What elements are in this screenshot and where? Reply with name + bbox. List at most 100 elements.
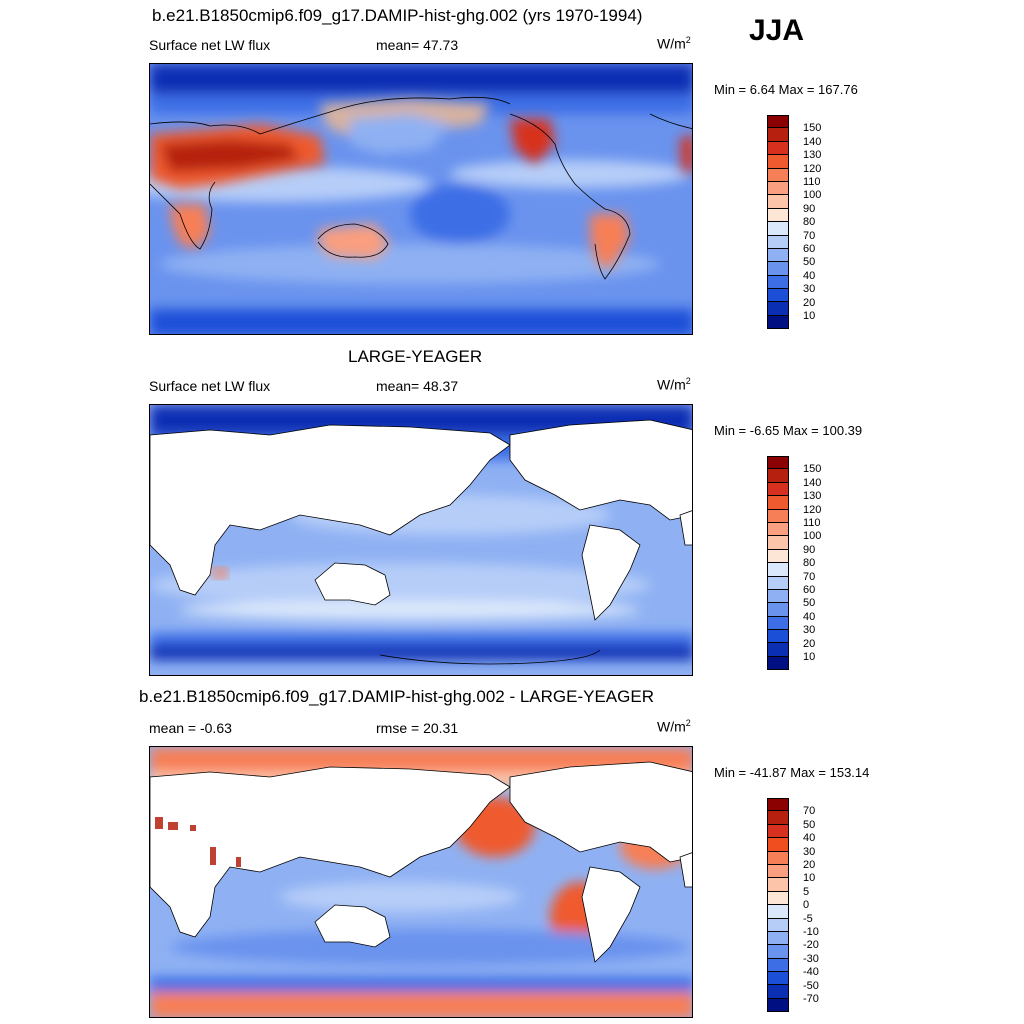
panel3-mean-label: mean = -0.63 (149, 720, 232, 736)
panel1-colorbar-tick-label: 30 (803, 283, 816, 296)
panel2-colorbar-swatch (767, 589, 789, 604)
panel3-colorbar-swatch (767, 931, 789, 946)
panel3-colorbar-swatch (767, 824, 789, 839)
panel3-rmse-label: rmse = 20.31 (376, 720, 459, 736)
panel2-mean-label: mean= 48.37 (376, 378, 459, 394)
panel3-colorbar-swatch (767, 958, 789, 973)
panel3-colorbar-tick-label: -40 (803, 966, 819, 979)
panel3-colorbar-tick-label: 20 (803, 859, 816, 871)
panel1-colorbar-swatch (767, 235, 789, 249)
panel2-colorbar-tick-label: 40 (803, 610, 816, 623)
panel3-colorbar-swatch (767, 918, 789, 932)
panel3-colorbar-swatch (767, 972, 789, 986)
panel2-colorbar-tick-label: 50 (803, 597, 816, 610)
panel3-title: b.e21.B1850cmip6.f09_g17.DAMIP-hist-ghg.… (139, 687, 654, 706)
panel1-colorbar-swatch (767, 289, 789, 303)
panel1-colorbar-swatch (767, 168, 789, 182)
panel3-colorbar-swatch (767, 985, 789, 999)
panel1-colorbar-tick-label: 50 (803, 256, 816, 269)
panel2-colorbar-tick-label: 70 (803, 570, 816, 583)
panel1-colorbar-tick-label: 10 (803, 310, 816, 322)
panel2-variable-label: Surface net LW flux (149, 378, 271, 394)
panel3-colorbar-swatch (767, 905, 789, 919)
panel1-colorbar-tick-label: 110 (803, 176, 821, 188)
panel3-colorbar-tick-label: 10 (803, 872, 816, 885)
panel2-colorbar-swatch (767, 616, 789, 631)
panel2-colorbar-swatch (767, 563, 789, 577)
panel2-colorbar-tick-label: 120 (803, 503, 822, 516)
panel1-colorbar-tick-label: 140 (803, 135, 822, 148)
panel3-colorbar-tick-label: -50 (803, 979, 819, 992)
panel2-colorbar-tick-label: 10 (803, 651, 816, 663)
panel3-colorbar-swatch (767, 998, 789, 1013)
panel1-colorbar-swatch (767, 275, 789, 290)
panel2-map (149, 404, 693, 676)
panel2-colorbar-swatch (767, 496, 789, 510)
panel1-colorbar-swatch (767, 302, 789, 316)
panel2-colorbar-swatch (767, 643, 789, 657)
panel1-colorbar: 150 140 130 120 110 100 90 80 70 60 50 40 30 20 10 (767, 115, 821, 330)
panel3-colorbar-swatch (767, 838, 789, 852)
panel3-colorbar-tick-label: 30 (803, 845, 816, 858)
panel3-colorbar-tick-label: 5 (803, 885, 810, 898)
panel3-colorbar-tick-label: 40 (803, 832, 816, 845)
panel3-colorbar-swatch (767, 851, 789, 865)
panel1-colorbar-tick-label: 150 (803, 122, 822, 135)
panel2-colorbar-tick-label: 60 (803, 584, 816, 596)
panel3-colorbar-tick-label: -10 (803, 926, 819, 938)
panel2-title: LARGE-YEAGER (348, 347, 483, 366)
panel1-colorbar-swatch (767, 181, 789, 196)
panel3-colorbar-tick-label: 70 (803, 805, 816, 818)
panel1-colorbar-tick-label: 120 (803, 162, 822, 175)
panel2-colorbar-swatch (767, 469, 789, 483)
panel2-minmax: Min = -6.65 Max = 100.39 (714, 423, 863, 438)
panel1-colorbar-swatch (767, 141, 789, 156)
panel1-minmax: Min = 6.64 Max = 167.76 (714, 82, 858, 97)
panel1-units: W/m2 (657, 35, 691, 52)
season-label: JJA (749, 14, 805, 47)
panel3-colorbar-swatch (767, 864, 789, 879)
panel2-colorbar-tick-label: 150 (803, 463, 822, 476)
panel1-title: b.e21.B1850cmip6.f09_g17.DAMIP-hist-ghg.… (152, 6, 643, 25)
panel3-colorbar-tick-label: -70 (803, 993, 819, 1005)
panel3-units: W/m2 (657, 718, 691, 735)
panel3-map (149, 746, 693, 1018)
panel2-colorbar-tick-label: 110 (803, 517, 821, 529)
panel2-colorbar-tick-label: 130 (803, 490, 822, 503)
panel2-colorbar-tick-label: 20 (803, 637, 816, 650)
panel1-colorbar-tick-label: 60 (803, 243, 816, 255)
panel2-colorbar-swatch (767, 509, 789, 523)
panel1-variable-label: Surface net LW flux (149, 37, 271, 53)
panel1-map (149, 63, 693, 335)
panel3-colorbar-tick-label: -30 (803, 952, 819, 965)
panel3-minmax: Min = -41.87 Max = 153.14 (714, 765, 870, 780)
panel3-colorbar-swatch (767, 891, 789, 906)
panel3-colorbar-tick-label: -20 (803, 939, 819, 952)
panel1-colorbar-swatch (767, 248, 789, 263)
panel1-colorbar-swatch (767, 128, 789, 142)
panel1-colorbar-tick-label: 100 (803, 189, 822, 202)
panel3-colorbar-tick-label: -5 (803, 912, 813, 925)
panel2-colorbar-swatch (767, 536, 789, 550)
panel2-colorbar-tick-label: 30 (803, 624, 816, 637)
panel2-colorbar-swatch (767, 656, 789, 671)
panel2-colorbar-tick-label: 90 (803, 543, 816, 556)
panel3-colorbar: 70 50 40 30 20 10 5 0 -5 -10 -20 -30 -40 -50 -70 (767, 798, 819, 1013)
panel1-colorbar-swatch (767, 262, 789, 276)
panel2-colorbar-tick-label: 100 (803, 530, 822, 543)
panel2-colorbar-swatch (767, 576, 789, 590)
panel1-mean-label: mean= 47.73 (376, 37, 459, 53)
panel3-colorbar-tick-label: 0 (803, 899, 810, 912)
panel2-colorbar-tick-label: 140 (803, 476, 822, 489)
panel2-colorbar: 150 140 130 120 110 100 90 80 70 60 50 40 30 20 10 (767, 456, 821, 671)
panel3-colorbar-swatch (767, 878, 789, 892)
panel1-colorbar-swatch (767, 115, 789, 129)
panel2-units: W/m2 (657, 376, 691, 393)
panel1-colorbar-swatch (767, 315, 789, 330)
panel2-colorbar-swatch (767, 630, 789, 644)
panel2-colorbar-swatch (767, 522, 789, 537)
panel1-colorbar-tick-label: 130 (803, 149, 822, 162)
panel2-colorbar-swatch (767, 549, 789, 564)
panel3-colorbar-swatch (767, 945, 789, 959)
panel1-colorbar-tick-label: 20 (803, 296, 816, 309)
